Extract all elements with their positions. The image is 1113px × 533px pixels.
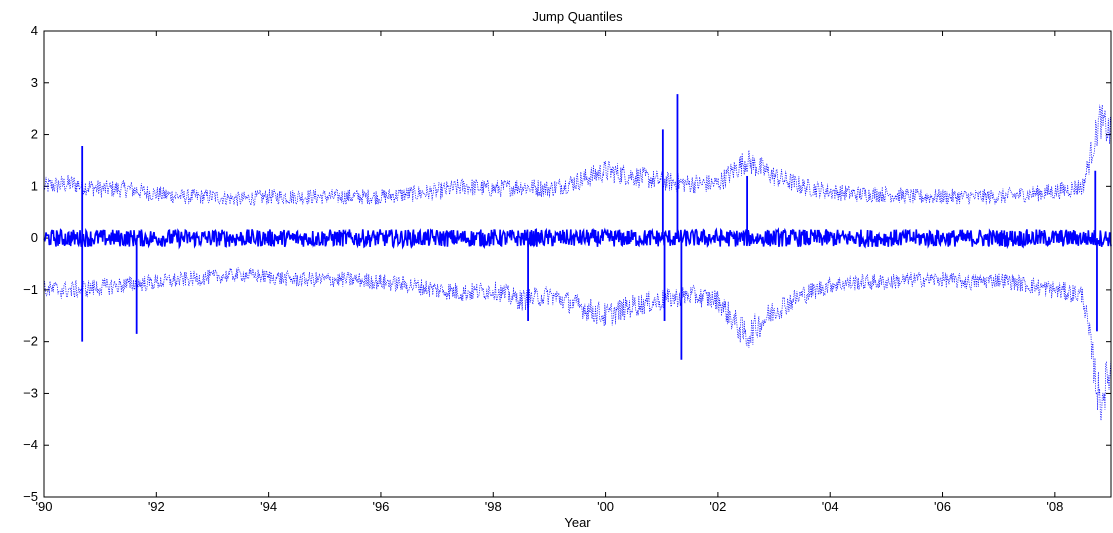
series-line-2 [43, 227, 1112, 250]
y-tick-label: 4 [31, 23, 38, 38]
y-tick-label: −3 [23, 385, 38, 400]
x-tick-label: '90 [36, 499, 53, 514]
series-layer [43, 94, 1112, 421]
x-tick-label: '08 [1046, 499, 1063, 514]
series-line-3 [43, 267, 1112, 421]
x-axis-ticks: '90 '92 '94 '96 '98 '00 '02 '04 '06 '08 [36, 31, 1063, 514]
x-axis-label: Year [564, 515, 591, 530]
x-tick-label: '92 [148, 499, 165, 514]
x-tick-label: '00 [597, 499, 614, 514]
plot-frame [43, 30, 1112, 498]
y-tick-label: −1 [23, 282, 38, 297]
y-tick-label: 3 [31, 75, 38, 90]
x-tick-label: '98 [485, 499, 502, 514]
y-tick-label: 2 [31, 127, 38, 142]
y-tick-label: 1 [31, 178, 38, 193]
series-line-1 [43, 104, 1112, 207]
x-tick-label: '96 [372, 499, 389, 514]
x-tick-label: '04 [822, 499, 839, 514]
chart-title: Jump Quantiles [532, 9, 623, 24]
y-tick-label: −4 [23, 437, 38, 452]
x-tick-label: '02 [709, 499, 726, 514]
y-tick-label: −5 [23, 489, 38, 504]
y-tick-label: −2 [23, 334, 38, 349]
x-tick-label: '06 [934, 499, 951, 514]
y-axis-ticks: −5 −4 −3 −2 −1 0 1 2 3 4 [23, 23, 1111, 504]
x-tick-label: '94 [260, 499, 277, 514]
y-tick-label: 0 [31, 230, 38, 245]
